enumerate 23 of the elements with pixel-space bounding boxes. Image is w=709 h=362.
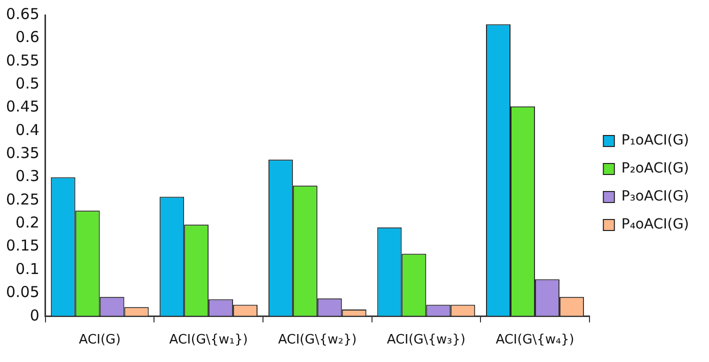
y-tick-label: 0 [30, 306, 40, 324]
y-tick-label: 0.3 [16, 167, 40, 186]
legend-label: P₄oACI(G) [621, 216, 690, 233]
y-tick-label: 0.35 [6, 144, 40, 162]
legend-label: P₃oACI(G) [621, 188, 690, 205]
x-tick-label: ACI(G\{w₄}) [496, 332, 574, 348]
y-tick-label: 0.05 [6, 283, 40, 302]
y-tick-label: 0.65 [6, 4, 40, 23]
y-tick-label: 0.55 [6, 51, 40, 70]
legend-label: P₂oACI(G) [621, 160, 690, 177]
y-tick-label: 0.6 [16, 28, 40, 46]
y-tick-label: 0.2 [16, 214, 40, 232]
legend-label: P₁oACI(G) [621, 132, 690, 149]
x-tick-label: ACI(G\{w₁}) [169, 332, 248, 348]
y-tick-label: 0.25 [6, 190, 40, 208]
x-tick-label: ACI(G\{w₃}) [386, 332, 466, 348]
y-tick-label: 0.4 [16, 120, 40, 139]
y-tick-label: 0.1 [16, 260, 40, 278]
x-tick-label: ACI(G\{w₂}) [278, 332, 357, 348]
x-tick-label: ACI(G) [78, 332, 121, 348]
y-tick-label: 0.5 [16, 74, 40, 92]
y-tick-label: 0.15 [6, 236, 40, 255]
y-tick-label: 0.45 [6, 98, 40, 116]
